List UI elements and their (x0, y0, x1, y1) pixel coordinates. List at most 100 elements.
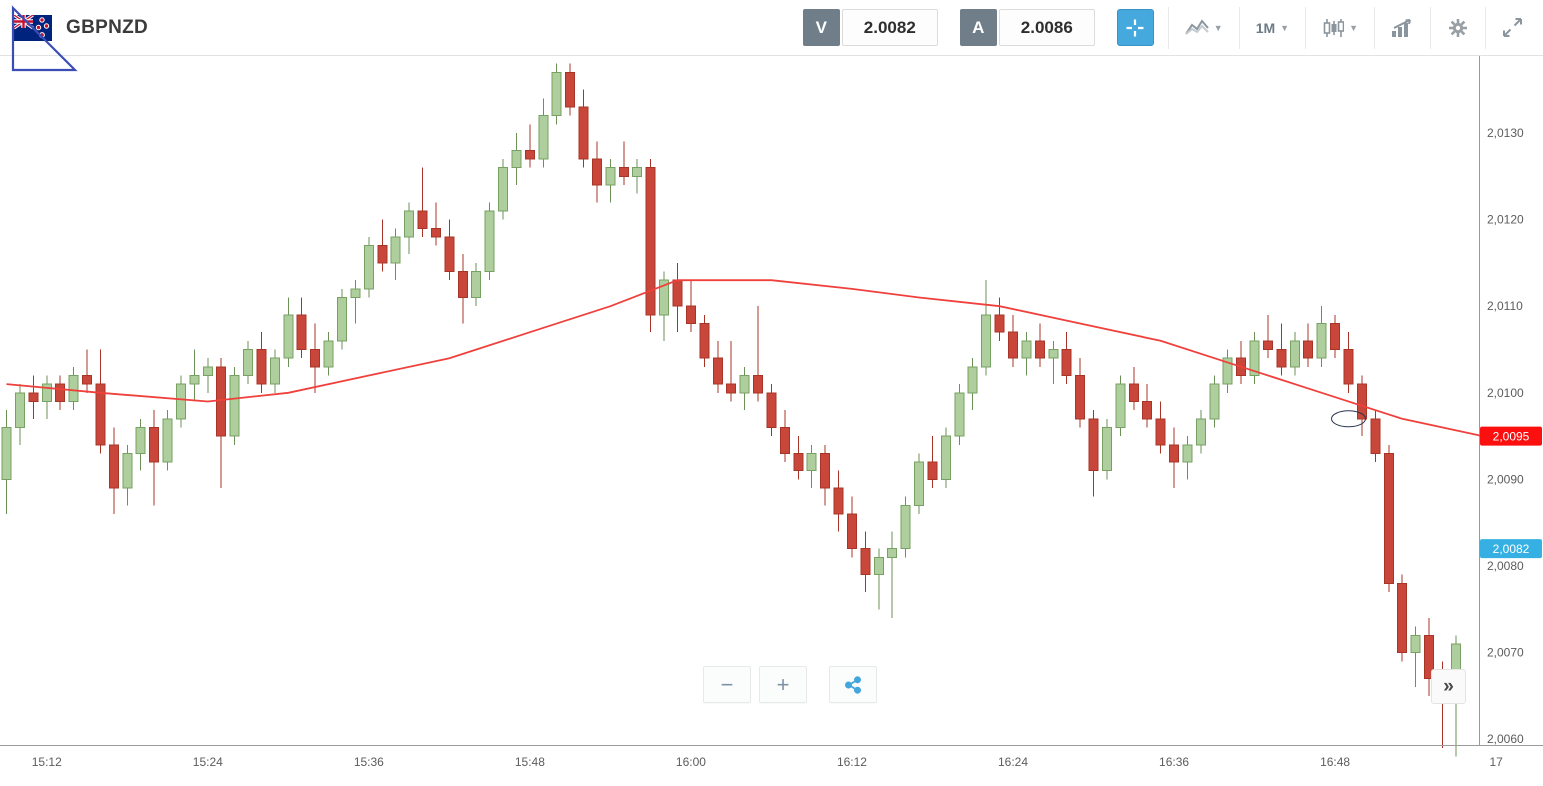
bid-badge: V (802, 9, 840, 46)
divider (1238, 6, 1240, 49)
candle (1155, 418, 1166, 446)
share-button[interactable] (829, 666, 877, 703)
candle (82, 374, 93, 385)
candle (1115, 383, 1126, 428)
candle (659, 279, 670, 316)
candle (175, 383, 186, 420)
candle (1169, 444, 1180, 463)
candle (1209, 383, 1220, 420)
x-axis-label: 16:36 (1159, 755, 1189, 769)
y-axis-label: 2,0120 (1487, 213, 1524, 227)
x-axis-label: 15:12 (32, 755, 62, 769)
divider (1374, 6, 1375, 49)
candle (591, 158, 602, 186)
candle (1397, 582, 1408, 654)
candle (1008, 331, 1018, 359)
candle (793, 452, 804, 472)
x-axis-label: 16:00 (676, 755, 706, 769)
candle (1088, 418, 1099, 472)
candle (41, 383, 52, 402)
candle (14, 392, 25, 428)
candle (444, 236, 455, 273)
bid-price: 2.0082 (841, 9, 938, 46)
candle (565, 71, 576, 108)
candle (685, 305, 696, 325)
candle (108, 444, 119, 489)
collapse-panel-button[interactable]: » (1431, 669, 1466, 704)
candle (712, 357, 723, 385)
candle (1330, 323, 1341, 350)
candle (967, 366, 978, 394)
crosshair-button[interactable] (1116, 9, 1154, 46)
divider (1305, 6, 1307, 49)
candle (484, 210, 495, 273)
fullscreen-button[interactable] (1496, 9, 1529, 47)
x-axis-label: 15:48 (515, 755, 545, 769)
candle (1262, 340, 1273, 350)
zoom-in-button[interactable]: + (759, 666, 807, 703)
candle (202, 366, 213, 376)
indicators-icon (1392, 18, 1411, 37)
candle (873, 556, 884, 576)
candle (1, 426, 12, 480)
candle (1276, 349, 1287, 368)
y-axis-label: 2,0130 (1487, 126, 1524, 140)
candle (551, 71, 562, 117)
candle (820, 452, 831, 489)
nz-flag-icon (14, 14, 52, 41)
candle (927, 461, 938, 480)
bid-quote-button[interactable]: V 2.0082 (802, 9, 938, 47)
timeframe-dropdown[interactable]: 1M ▼ (1250, 9, 1295, 47)
ask-quote-button[interactable]: A 2.0086 (959, 9, 1095, 47)
candle (645, 167, 656, 316)
zoom-out-button[interactable]: − (703, 666, 751, 703)
candle (162, 418, 173, 463)
y-axis-label: 2,0110 (1487, 299, 1523, 313)
candle (457, 271, 468, 299)
price-tag-label: 2,0095 (1493, 430, 1530, 444)
candle (900, 504, 911, 550)
divider (1485, 6, 1486, 49)
indicators-button[interactable] (1385, 9, 1420, 47)
candle (833, 487, 844, 515)
candle-style-dropdown[interactable]: ▼ (1316, 9, 1364, 47)
candle (981, 314, 992, 368)
minus-icon: − (720, 671, 734, 697)
chart-type-dropdown[interactable]: ▼ (1179, 9, 1229, 47)
line-chart-icon (1184, 19, 1209, 35)
ask-price: 2.0086 (998, 9, 1095, 46)
candle (1034, 340, 1045, 359)
candle (1410, 634, 1421, 654)
y-axis-label: 2,0100 (1487, 386, 1524, 400)
settings-button[interactable] (1441, 9, 1475, 47)
candle (605, 167, 616, 186)
symbol-title: GBPNZD (66, 16, 149, 38)
candle (753, 374, 764, 394)
y-axis-label: 2,0060 (1487, 732, 1524, 746)
candle (1101, 426, 1112, 472)
price-tag (1480, 426, 1542, 446)
candle (471, 271, 482, 299)
candle (189, 374, 200, 385)
candle (310, 349, 321, 368)
candle (296, 314, 307, 350)
candle (1370, 418, 1381, 454)
ask-badge: A (959, 9, 997, 46)
candle (1289, 340, 1300, 368)
candlestick-icon (1323, 18, 1345, 37)
candle (914, 461, 925, 506)
candle (1142, 400, 1153, 420)
candle (578, 106, 589, 160)
timeframe-label: 1M (1255, 19, 1276, 36)
y-axis-label: 2,0080 (1487, 559, 1524, 573)
top-toolbar: GBPNZD V 2.0082 A 2.0086 ▼ (0, 0, 1543, 56)
candle (337, 297, 347, 342)
divider (1430, 6, 1431, 49)
candle (739, 374, 750, 394)
candle (95, 383, 106, 446)
candles-layer (1, 63, 1461, 757)
candle (1356, 383, 1367, 420)
candle (1424, 634, 1435, 680)
